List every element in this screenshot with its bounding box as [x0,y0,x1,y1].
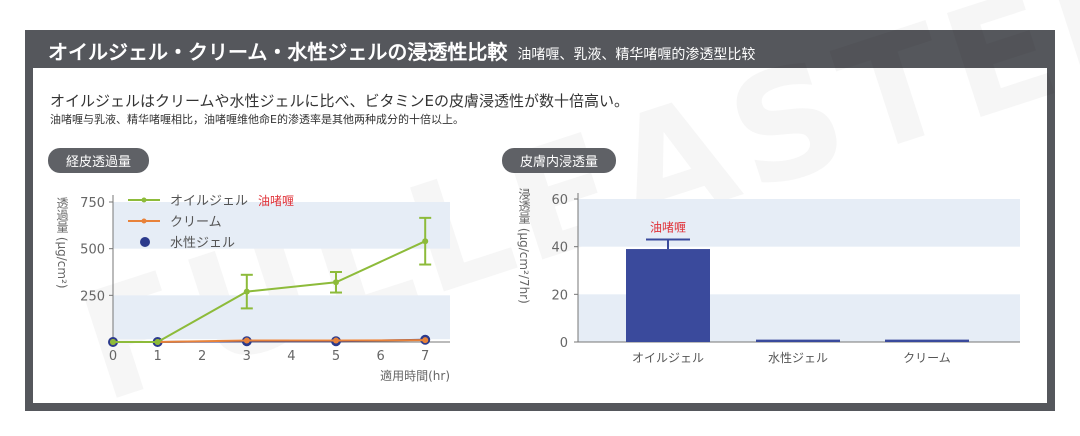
line-chart-title: 経皮透過量 [48,148,150,173]
y-axis-label: 浸透量 (μg/cm²/7hr) [517,188,531,304]
x-tick-label: クリーム [903,351,951,365]
x-tick-label: 1 [153,349,161,364]
y-tick-label: 20 [551,288,568,303]
bar [756,339,840,342]
x-tick-label: 7 [421,349,429,364]
y-axis-label: 透過量 (μg/cm²) [55,197,69,289]
y-tick-label: 40 [551,241,568,256]
x-tick-label: 3 [243,349,251,364]
x-tick-label: 2 [198,349,206,364]
data-point [333,337,339,344]
data-point [243,337,250,344]
legend-label: 水性ジェル [170,236,235,251]
grid-band [113,295,450,340]
legend-label: オイルジェル [170,194,248,209]
page-subtitle: 油啫喱、乳液、精华啫喱的渗透型比较 [517,47,756,63]
x-tick-label: 4 [287,349,295,364]
grid-band [113,202,450,249]
bar-annotation: 油啫喱 [650,221,686,235]
bar-chart-title: 皮膚内浸透量 [502,148,617,173]
data-point [422,337,429,344]
legend-marker [140,237,150,247]
y-tick-label: 750 [80,196,105,211]
page-title: オイルジェル・クリーム・水性ジェルの浸透性比較 油啫喱、乳液、精华啫喱的渗透型比较 [48,40,756,64]
x-tick-label: 5 [332,349,340,364]
x-axis-label: 適用時間(hr) [380,368,450,383]
y-tick-label: 250 [80,289,105,304]
lead-text-jp: オイルジェルはクリームや水性ジェルに比べ、ビタミンEの皮膚浸透性が数十倍高い。 [50,92,630,110]
grid-band [578,199,1020,247]
x-tick-label: 6 [376,349,384,364]
x-tick-label: 水性ジェル [768,351,828,365]
x-tick-label: オイルジェル [632,351,704,365]
legend-annotation: 油啫喱 [258,194,294,208]
bar [885,339,969,342]
y-tick-label: 500 [80,243,105,258]
bar [626,249,710,342]
legend-label: クリーム [170,215,222,230]
y-tick-label: 0 [560,336,568,351]
legend-marker [141,218,147,224]
data-point [154,339,161,345]
legend-marker [141,197,147,203]
y-tick-label: 60 [551,193,568,208]
x-tick-label: 0 [109,349,117,364]
data-point [110,339,116,345]
lead-text-cn: 油啫喱与乳液、精华啫喱相比，油啫喱维他命E的渗透率是其他两种成分的十倍以上。 [50,113,464,126]
